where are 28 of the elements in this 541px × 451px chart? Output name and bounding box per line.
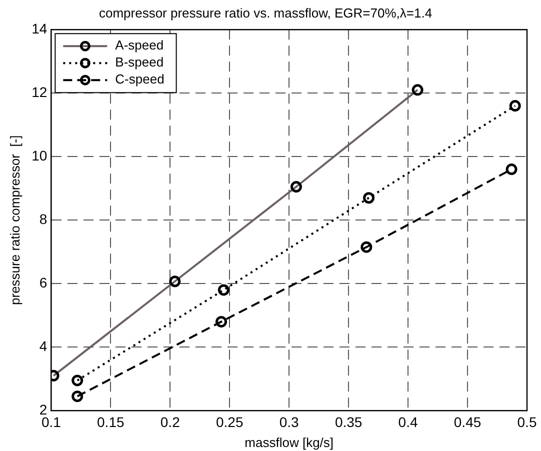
x-tick-label: 0.4 bbox=[398, 414, 418, 430]
legend-label: A-speed bbox=[115, 38, 164, 53]
legend-label: B-speed bbox=[115, 54, 164, 70]
y-tick-label: 10 bbox=[32, 147, 48, 164]
x-tick-label: 0.25 bbox=[216, 414, 244, 430]
point bbox=[363, 192, 375, 204]
chart-title: compressor pressure ratio vs. massflow, EGR=70%,λ=1.4 bbox=[98, 5, 432, 20]
point bbox=[509, 100, 521, 112]
x-tick-label: 0.45 bbox=[454, 414, 482, 430]
y-tick-label: 6 bbox=[39, 274, 48, 290]
y-tick-label: 12 bbox=[32, 84, 48, 100]
y-tick-label: 8 bbox=[39, 210, 48, 227]
point bbox=[216, 316, 228, 328]
y-tick-label: 4 bbox=[39, 338, 48, 354]
x-tick-label: 0.3 bbox=[279, 414, 300, 430]
y-axis-title: pressure ratio compressor [-] bbox=[7, 135, 22, 305]
x-tick-label: 0.2 bbox=[160, 414, 180, 430]
x-tick-label: 0.5 bbox=[517, 414, 537, 430]
point bbox=[72, 390, 84, 402]
y-tick-label: 14 bbox=[32, 20, 48, 36]
x-axis-title: massflow [kg/s] bbox=[244, 434, 334, 450]
x-tick-label: 0.35 bbox=[334, 414, 362, 430]
legend-label: C-speed bbox=[115, 72, 164, 87]
point bbox=[218, 284, 230, 296]
point bbox=[360, 241, 372, 253]
point bbox=[72, 374, 84, 386]
x-tick-label: 0.15 bbox=[97, 414, 124, 430]
point bbox=[506, 164, 518, 176]
